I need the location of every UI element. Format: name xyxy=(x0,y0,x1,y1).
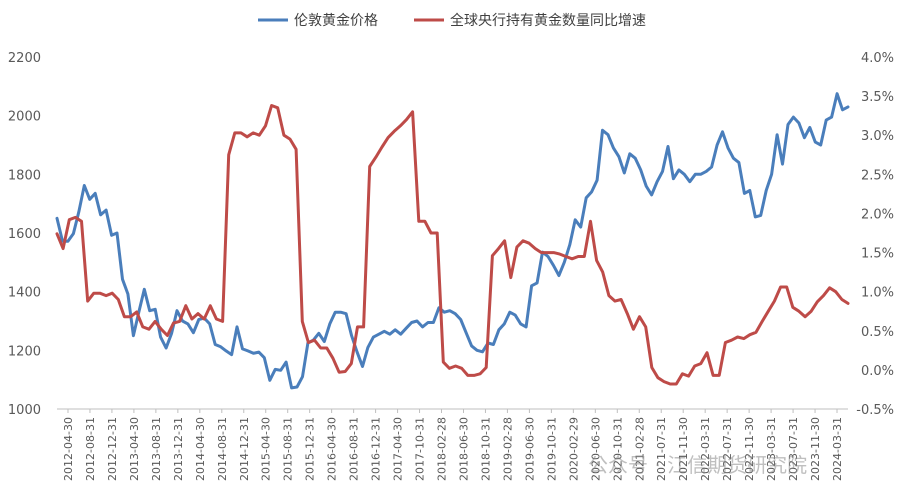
x-tick-label: 2020-02-29 xyxy=(567,417,580,481)
axes: 1000 1200 1400 1600 1800 2000 2200 -0.5% 0.0% 0.5… xyxy=(8,51,894,481)
x-tick-label: 2014-04-30 xyxy=(194,417,207,481)
y-left-tick-label: 1600 xyxy=(8,227,41,242)
y-right-tick-label: 0.5% xyxy=(861,325,894,340)
x-tick-label: 2018-02-28 xyxy=(436,417,449,481)
x-tick-label: 2021-02-28 xyxy=(633,417,646,481)
watermark: 公众号 · 江信期货研究院 xyxy=(588,453,807,477)
y-right-tick-label: 1.5% xyxy=(861,247,894,262)
legend-label-gold-price: 伦敦黄金价格 xyxy=(294,12,378,29)
x-tick-label: 2016-04-30 xyxy=(326,417,339,481)
x-tick-label: 2013-04-30 xyxy=(128,417,141,481)
x-tick-label: 2023-03-31 xyxy=(765,417,778,481)
y-right-tick-label: 2.0% xyxy=(861,207,894,222)
y-left-tick-label: 2200 xyxy=(8,51,41,66)
x-tick-label: 2019-06-30 xyxy=(523,417,536,481)
x-tick-label: 2012-12-31 xyxy=(106,417,119,481)
y-right-tick-label: 0.0% xyxy=(861,364,894,379)
y-left-tick-label: 1000 xyxy=(8,403,41,418)
x-tick-label: 2020-06-30 xyxy=(589,417,602,481)
x-tick-label: 2012-08-31 xyxy=(84,417,97,481)
x-tick-label: 2015-04-30 xyxy=(260,417,273,481)
x-tick-label: 2018-06-30 xyxy=(457,417,470,481)
y-right-tick-label: 1.0% xyxy=(861,286,894,301)
x-tick-label: 2022-07-31 xyxy=(721,417,734,481)
x-tick-label: 2015-12-31 xyxy=(304,417,317,481)
series-line-cb-growth xyxy=(55,104,850,386)
series-line-gold-price xyxy=(55,92,850,390)
x-tick-label: 2014-08-31 xyxy=(216,417,229,481)
x-tick-label: 2022-03-31 xyxy=(699,417,712,481)
x-tick-label: 2013-12-31 xyxy=(172,417,185,481)
x-tick-label: 2023-07-31 xyxy=(787,417,800,481)
x-tick-label: 2018-10-31 xyxy=(479,417,492,481)
x-tick-label: 2024-03-31 xyxy=(831,417,844,481)
x-tick-label: 2015-08-31 xyxy=(282,417,295,481)
x-tick-label: 2016-12-31 xyxy=(370,417,383,481)
legend: 伦敦黄金价格 全球央行持有黄金数量同比增速 xyxy=(258,12,646,29)
y-right-tick-label: 3.0% xyxy=(861,129,894,144)
x-tick-label: 2017-04-30 xyxy=(392,417,405,481)
y-left-tick-label: 1800 xyxy=(8,168,41,183)
y-right-tick-label: 4.0% xyxy=(861,51,894,66)
y-left-tick-label: 2000 xyxy=(8,110,41,125)
x-tick-label: 2023-11-30 xyxy=(809,417,822,481)
x-tick-label: 2019-10-31 xyxy=(545,417,558,481)
x-tick-label: 2022-11-30 xyxy=(743,417,756,481)
x-tick-label: 2013-08-31 xyxy=(150,417,163,481)
x-tick-label: 2014-12-31 xyxy=(238,417,251,481)
y-right-tick-label: 3.5% xyxy=(861,90,894,105)
y-right-tick-label: 2.5% xyxy=(861,168,894,183)
plot-area xyxy=(55,92,850,390)
x-tick-label: 2016-08-31 xyxy=(348,417,361,481)
y-right-tick-label: -0.5% xyxy=(856,403,894,418)
x-tick-label: 2017-10-31 xyxy=(414,417,427,481)
x-tick-label: 2012-04-30 xyxy=(62,417,75,481)
x-tick-label: 2020-10-31 xyxy=(611,417,624,481)
y-left-tick-label: 1200 xyxy=(8,344,41,359)
x-tick-label: 2021-07-31 xyxy=(655,417,668,481)
y-left-tick-label: 1400 xyxy=(8,286,41,301)
legend-label-cb-growth: 全球央行持有黄金数量同比增速 xyxy=(450,12,646,29)
x-tick-label: 2019-02-28 xyxy=(501,417,514,481)
x-tick-label: 2021-11-30 xyxy=(677,417,690,481)
